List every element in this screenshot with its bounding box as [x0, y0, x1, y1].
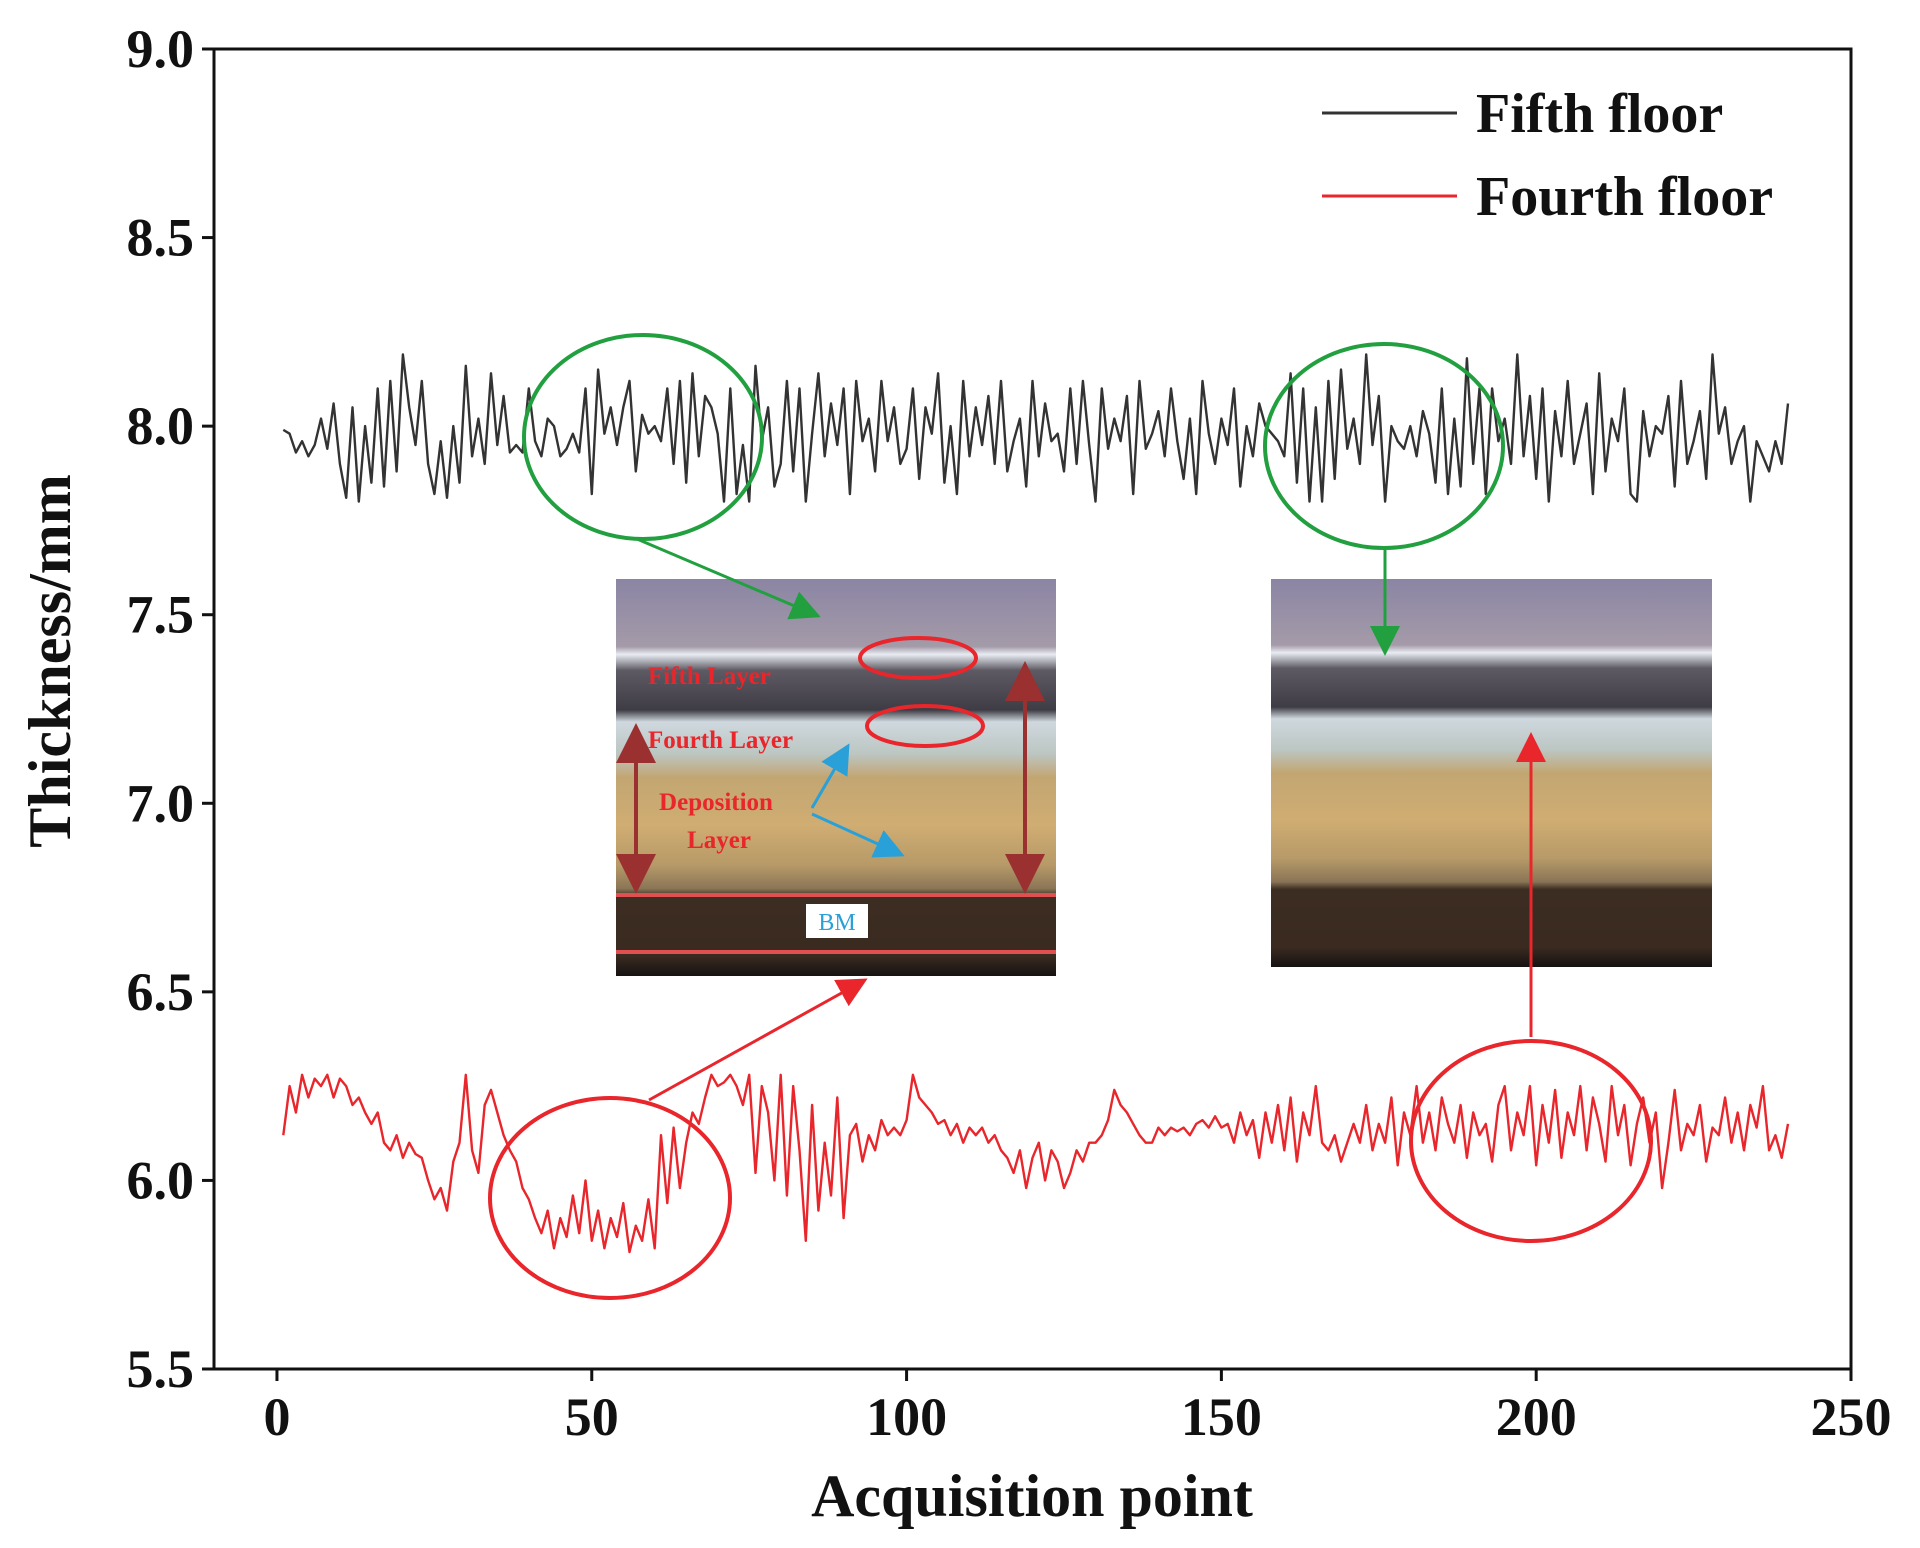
annotation: BM: [818, 910, 855, 936]
callouts: [488, 333, 1653, 1300]
x-tick-label: 50: [565, 1387, 619, 1447]
y-tick-label: 5.5: [127, 1339, 195, 1399]
x-tick-label: 150: [1181, 1387, 1262, 1447]
arrow: [648, 978, 868, 1102]
y-tick-label: 7.0: [127, 773, 195, 833]
arrow: [636, 537, 821, 620]
plot-area: 5.5 6.0 6.5 7.0 7.5 8.0 8.5 9.0 0 50 100 150 200 250: [127, 19, 1892, 1447]
y-axis-label: Thickness/mm: [17, 474, 83, 847]
y-tick-label: 7.5: [127, 585, 195, 645]
arrow: [811, 812, 905, 858]
data-line: [282, 1073, 1790, 1254]
inset-left: Fifth Layer Fourth Layer Deposition Laye…: [616, 579, 1056, 976]
label-box: [806, 904, 868, 938]
y-tick-label: 6.5: [127, 962, 195, 1022]
y-tick-label: 9.0: [127, 19, 195, 79]
marker-ellipse: [865, 704, 985, 748]
y-tick-label: 8.5: [127, 208, 195, 268]
annotation: Fifth Layer: [648, 663, 771, 690]
annotation: Layer: [687, 827, 751, 854]
annotation: Deposition: [659, 789, 773, 816]
data-line: [282, 353, 1790, 503]
photo: [1271, 579, 1712, 967]
callout-ellipse: [1263, 342, 1505, 550]
callout-ellipse: [1409, 1039, 1653, 1243]
x-tick-label: 250: [1811, 1387, 1892, 1447]
callout-ellipse: [488, 1096, 732, 1300]
axis-frame: [212, 47, 1853, 1371]
x-tick-label: 100: [866, 1387, 947, 1447]
x-tick-label: 200: [1496, 1387, 1577, 1447]
legend-label: Fifth floor: [1476, 83, 1723, 145]
y-tick-label: 6.0: [127, 1150, 195, 1210]
x-tick-label: 0: [263, 1387, 290, 1447]
y-tick-label: 8.0: [127, 396, 195, 456]
annotation: Fourth Layer: [648, 727, 793, 754]
callout-ellipse: [522, 333, 764, 541]
marker-ellipse: [858, 636, 978, 680]
legend-label: Fourth floor: [1476, 166, 1773, 228]
x-axis-label: Acquisition point: [811, 1463, 1253, 1529]
inset-right: [1271, 579, 1712, 967]
arrow: [810, 743, 850, 809]
